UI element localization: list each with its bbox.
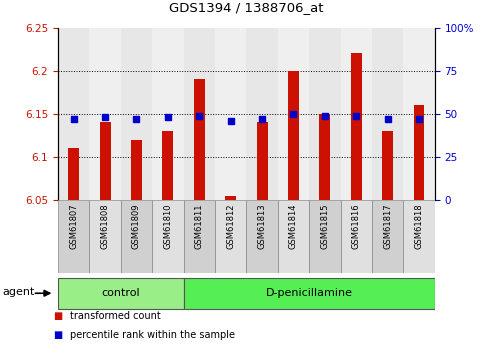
- Text: GSM61808: GSM61808: [100, 204, 110, 249]
- FancyBboxPatch shape: [121, 200, 152, 273]
- Text: agent: agent: [2, 287, 35, 296]
- Text: transformed count: transformed count: [70, 311, 161, 321]
- Text: GSM61814: GSM61814: [289, 204, 298, 249]
- Bar: [184, 28, 215, 200]
- Bar: [215, 28, 246, 200]
- Bar: [68, 148, 79, 200]
- Bar: [309, 28, 341, 200]
- Bar: [413, 105, 425, 200]
- Bar: [288, 71, 299, 200]
- Bar: [89, 28, 121, 200]
- Text: GSM61807: GSM61807: [69, 204, 78, 249]
- Bar: [99, 122, 111, 200]
- Text: D-penicillamine: D-penicillamine: [266, 288, 353, 298]
- Text: GSM61817: GSM61817: [383, 204, 392, 249]
- Text: GSM61810: GSM61810: [163, 204, 172, 249]
- Text: percentile rank within the sample: percentile rank within the sample: [70, 330, 235, 339]
- FancyBboxPatch shape: [152, 200, 184, 273]
- Bar: [246, 28, 278, 200]
- Text: GSM61811: GSM61811: [195, 204, 204, 249]
- FancyBboxPatch shape: [372, 200, 403, 273]
- Text: GSM61809: GSM61809: [132, 204, 141, 249]
- FancyBboxPatch shape: [278, 200, 309, 273]
- Bar: [403, 28, 435, 200]
- Bar: [162, 131, 173, 200]
- Text: GSM61812: GSM61812: [226, 204, 235, 249]
- Text: control: control: [101, 288, 140, 298]
- Bar: [152, 28, 184, 200]
- Bar: [58, 28, 89, 200]
- Bar: [372, 28, 403, 200]
- FancyBboxPatch shape: [309, 200, 341, 273]
- Bar: [319, 114, 330, 200]
- FancyBboxPatch shape: [215, 200, 246, 273]
- Bar: [194, 79, 205, 200]
- FancyBboxPatch shape: [246, 200, 278, 273]
- Bar: [121, 28, 152, 200]
- FancyBboxPatch shape: [184, 200, 215, 273]
- Text: ■: ■: [53, 330, 62, 339]
- FancyBboxPatch shape: [58, 278, 184, 309]
- Text: ■: ■: [53, 311, 62, 321]
- Text: GSM61818: GSM61818: [414, 204, 424, 249]
- Bar: [278, 28, 309, 200]
- Bar: [351, 53, 362, 200]
- Bar: [256, 122, 268, 200]
- Bar: [341, 28, 372, 200]
- Bar: [131, 140, 142, 200]
- FancyBboxPatch shape: [341, 200, 372, 273]
- Text: GSM61816: GSM61816: [352, 204, 361, 249]
- Bar: [225, 196, 236, 200]
- FancyBboxPatch shape: [58, 200, 89, 273]
- FancyBboxPatch shape: [403, 200, 435, 273]
- Bar: [382, 131, 393, 200]
- Text: GDS1394 / 1388706_at: GDS1394 / 1388706_at: [169, 1, 324, 14]
- Text: GSM61813: GSM61813: [257, 204, 267, 249]
- FancyBboxPatch shape: [184, 278, 435, 309]
- FancyBboxPatch shape: [89, 200, 121, 273]
- Text: GSM61815: GSM61815: [320, 204, 329, 249]
